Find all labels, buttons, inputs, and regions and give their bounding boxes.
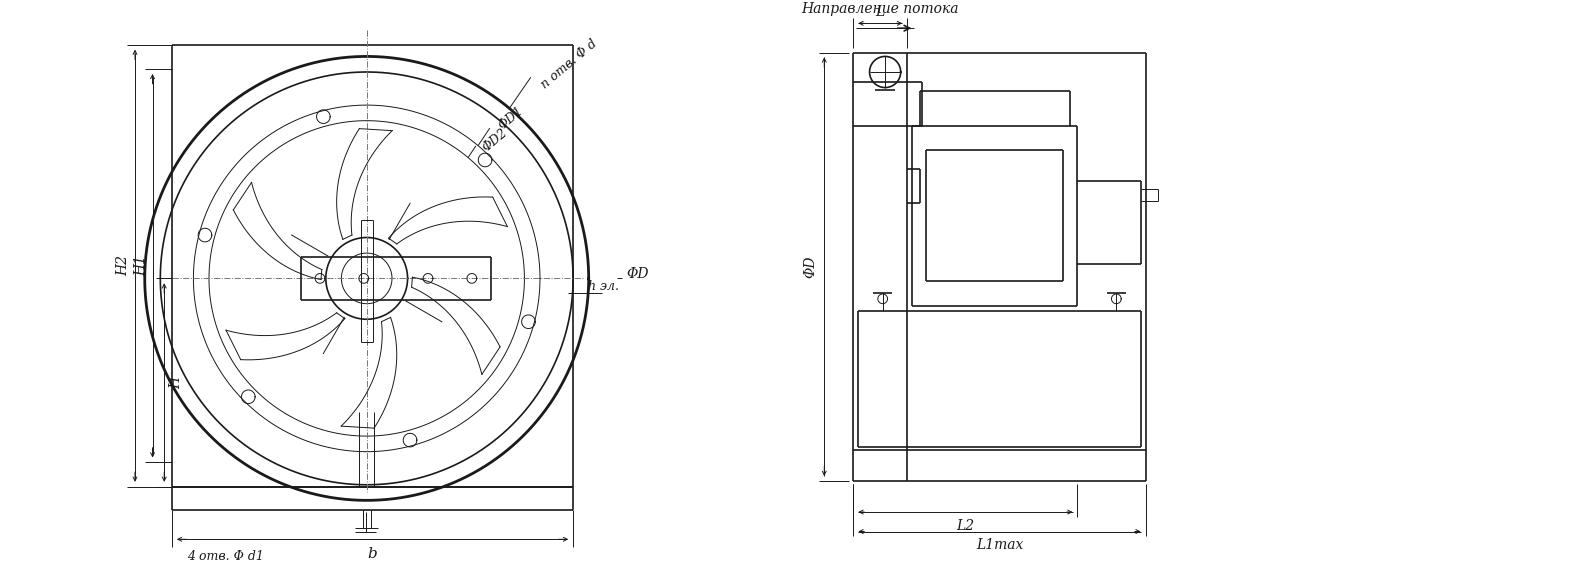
Text: H: H	[169, 377, 183, 388]
Text: n отв. Φ d: n отв. Φ d	[539, 37, 600, 92]
Text: L2: L2	[957, 519, 975, 533]
Text: b: b	[368, 547, 378, 561]
Text: H2: H2	[116, 255, 131, 276]
Text: ΦD: ΦD	[804, 256, 818, 278]
Text: Направление потока: Направление потока	[802, 2, 959, 16]
Text: L1max: L1max	[976, 538, 1024, 552]
Text: H1: H1	[134, 255, 148, 276]
Text: L: L	[876, 5, 885, 19]
Text: h эл.: h эл.	[587, 280, 619, 293]
Text: ΦD: ΦD	[627, 266, 649, 280]
Text: 4 отв. Φ d1: 4 отв. Φ d1	[187, 550, 265, 563]
Text: ΦD1: ΦD1	[496, 104, 526, 132]
Text: ΦD2: ΦD2	[480, 126, 510, 154]
